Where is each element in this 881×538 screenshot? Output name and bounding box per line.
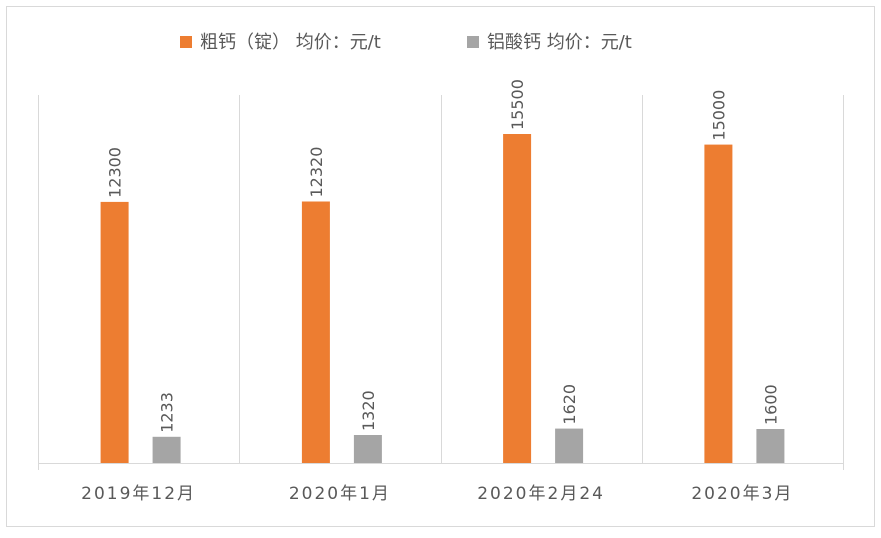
data-label-series-2-4: 1600 (761, 384, 780, 425)
x-tick-label: 2019年12月 (81, 484, 196, 504)
legend: 粗钙（锭） 均价：元/t 铝酸钙 均价：元/t (180, 32, 632, 53)
chart-border (6, 6, 875, 527)
bar-series-1-2 (301, 201, 330, 463)
bar-series-1-4 (704, 144, 733, 463)
legend-swatch-series-1 (180, 36, 192, 48)
data-label-series-2-1: 1233 (158, 392, 177, 433)
bar-series-1-1 (100, 201, 129, 463)
data-label-series-2-2: 1320 (359, 390, 378, 431)
data-label-series-1-1: 12300 (106, 147, 125, 198)
category-gridlines (38, 95, 844, 470)
bars (100, 134, 785, 463)
data-label-series-1-4: 15000 (709, 90, 728, 141)
bar-series-2-2 (353, 435, 382, 463)
data-label-series-1-3: 15500 (508, 79, 527, 130)
bar-series-1-3 (503, 134, 532, 463)
data-label-series-1-2: 12320 (307, 147, 326, 198)
bar-series-2-4 (756, 429, 785, 463)
legend-label-series-1: 粗钙（锭） 均价：元/t (200, 32, 381, 53)
x-tick-label: 2020年1月 (289, 484, 391, 504)
x-tick-label: 2020年3月 (691, 484, 793, 504)
bar-series-2-3 (555, 428, 584, 463)
data-label-series-2-3: 1620 (560, 384, 579, 425)
bar-series-2-1 (152, 436, 181, 463)
x-tick-label: 2020年2月24 (477, 484, 605, 504)
legend-label-series-2: 铝酸钙 均价：元/t (487, 32, 632, 53)
x-axis-tick-labels: 2019年12月 2020年1月 2020年2月24 2020年3月 (81, 484, 793, 504)
legend-swatch-series-2 (467, 36, 479, 48)
data-labels: 12300 12320 15500 15000 1233 1320 1620 1600 (106, 79, 781, 433)
